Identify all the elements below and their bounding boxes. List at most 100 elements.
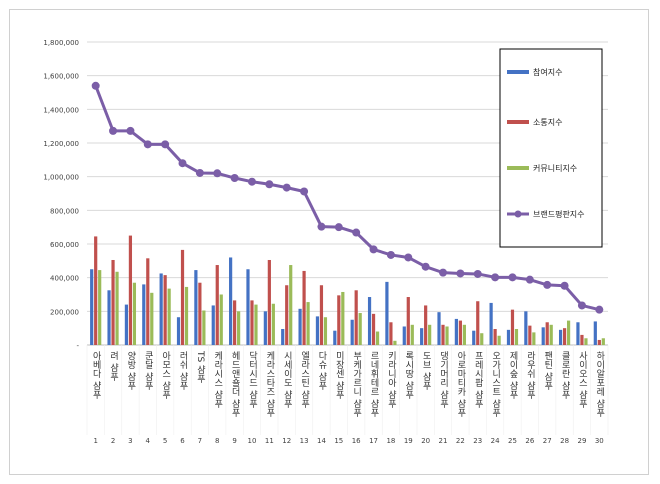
bar-참여지수 xyxy=(402,326,406,345)
bar-소통지수 xyxy=(580,334,584,345)
bar-참여지수 xyxy=(437,312,441,345)
bar-소통지수 xyxy=(146,258,150,345)
rank-label: 22 xyxy=(456,437,465,445)
category-label: 팬틴 샴푸 xyxy=(542,351,552,391)
bar-소통지수 xyxy=(180,249,185,345)
point-브랜드평판지수 xyxy=(282,183,291,192)
bar-참여지수 xyxy=(506,329,511,345)
point-브랜드평판지수 xyxy=(386,250,395,259)
bar-참여지수 xyxy=(194,270,198,345)
category-label: 케라스타즈 샴푸 xyxy=(264,351,274,418)
rank-label: 3 xyxy=(128,437,132,445)
category-label: 엘라스틴 샴푸 xyxy=(299,351,309,409)
point-브랜드평판지수 xyxy=(195,168,204,177)
rank-label: 15 xyxy=(334,437,343,445)
rank-label: 7 xyxy=(198,437,202,445)
category-label: 쿤달 샴푸 xyxy=(143,351,153,391)
point-브랜드평판지수 xyxy=(126,126,135,135)
bar-커뮤니티지수 xyxy=(445,326,449,345)
bar-커뮤니티지수 xyxy=(393,340,397,345)
category-label: 라우쉬 샴푸 xyxy=(525,351,535,400)
category-label: 케라시스 샴푸 xyxy=(212,351,222,409)
rank-label: 17 xyxy=(369,437,378,445)
bar-참여지수 xyxy=(315,316,320,345)
category-label: 오가니스트 샴푸 xyxy=(490,351,500,418)
bar-소통지수 xyxy=(510,309,515,345)
legend-swatch-참여지수 xyxy=(507,70,529,74)
bar-커뮤니티지수 xyxy=(306,302,310,345)
y-tick-label: 1,600,000 xyxy=(43,73,79,81)
bar-참여지수 xyxy=(124,304,129,345)
category-label: 키라니아 샴푸 xyxy=(386,351,396,409)
bar-소통지수 xyxy=(406,297,410,345)
bar-커뮤니티지수 xyxy=(375,331,380,345)
rank-label: 20 xyxy=(421,437,430,445)
rank-label: 23 xyxy=(473,437,482,445)
point-브랜드평판지수 xyxy=(473,269,482,278)
bar-소통지수 xyxy=(458,320,462,345)
y-tick-label: - xyxy=(76,342,79,350)
bar-소통지수 xyxy=(285,285,289,345)
y-tick-label: 1,800,000 xyxy=(43,39,79,47)
bar-소통지수 xyxy=(528,325,532,345)
category-label: 르네휘테르 샴푸 xyxy=(369,351,379,418)
category-label: 제이숲 샴푸 xyxy=(507,351,517,400)
bar-참여지수 xyxy=(385,281,389,345)
bar-참여지수 xyxy=(541,327,545,345)
point-브랜드평판지수 xyxy=(577,301,586,310)
rank-label: 24 xyxy=(491,437,500,445)
bar-커뮤니티지수 xyxy=(549,324,553,345)
bar-커뮤니티지수 xyxy=(254,304,258,345)
legend-label: 소통지수 xyxy=(533,118,562,127)
bar-참여지수 xyxy=(333,330,337,345)
bar-참여지수 xyxy=(350,319,354,345)
chart: - 200,000 400,000 600,000 800,000 1,000,000 1,… xyxy=(43,39,609,445)
category-label: TS 샴푸 xyxy=(195,350,205,384)
bar-커뮤니티지수 xyxy=(98,270,102,345)
bar-커뮤니티지수 xyxy=(150,292,154,345)
y-tick-label: 1,400,000 xyxy=(43,106,79,114)
point-브랜드평판지수 xyxy=(265,180,274,189)
bar-커뮤니티지수 xyxy=(480,333,484,345)
bar-커뮤니티지수 xyxy=(202,310,206,345)
legend-label: 브랜드평판지수 xyxy=(533,209,585,219)
rank-label: 27 xyxy=(543,437,552,445)
point-브랜드평판지수 xyxy=(143,140,152,149)
point-브랜드평판지수 xyxy=(91,81,100,90)
category-label: 도브 샴푸 xyxy=(421,351,431,391)
bar-커뮤니티지수 xyxy=(167,288,171,345)
rank-label: 1 xyxy=(93,437,97,445)
point-브랜드평판지수 xyxy=(213,169,222,178)
bar-소통지수 xyxy=(562,328,567,345)
bar-소통지수 xyxy=(198,282,202,345)
category-label: 러쉬 샴푸 xyxy=(178,351,188,391)
point-브랜드평판지수 xyxy=(508,273,517,282)
rank-label: 25 xyxy=(508,437,517,445)
bar-소통지수 xyxy=(319,285,324,345)
bar-소통지수 xyxy=(302,270,306,345)
bar-소통지수 xyxy=(476,301,480,345)
category-label: 아베다 샴푸 xyxy=(91,351,101,400)
bar-참여지수 xyxy=(558,329,563,345)
category-label: 록시땅 샴푸 xyxy=(403,351,413,400)
bar-참여지수 xyxy=(107,290,111,345)
bar-소통지수 xyxy=(267,259,271,345)
bar-소통지수 xyxy=(389,322,393,345)
bar-참여지수 xyxy=(298,308,302,345)
bar-커뮤니티지수 xyxy=(462,324,466,345)
rank-label: 9 xyxy=(232,437,236,445)
bar-커뮤니티지수 xyxy=(601,338,605,345)
bar-참여지수 xyxy=(90,269,94,345)
category-label: 아로마티카 샴푸 xyxy=(455,351,465,418)
y-tick-label: 1,000,000 xyxy=(43,174,79,182)
point-브랜드평판지수 xyxy=(247,177,256,186)
point-브랜드평판지수 xyxy=(491,273,500,282)
category-label: 려 샴푸 xyxy=(108,351,118,382)
rank-label: 10 xyxy=(248,437,257,445)
bar-참여지수 xyxy=(489,302,493,345)
legend-label: 참여지수 xyxy=(533,67,562,77)
bar-참여지수 xyxy=(263,311,267,345)
bar-소통지수 xyxy=(441,324,445,345)
category-label: 클로란 샴푸 xyxy=(560,351,570,400)
